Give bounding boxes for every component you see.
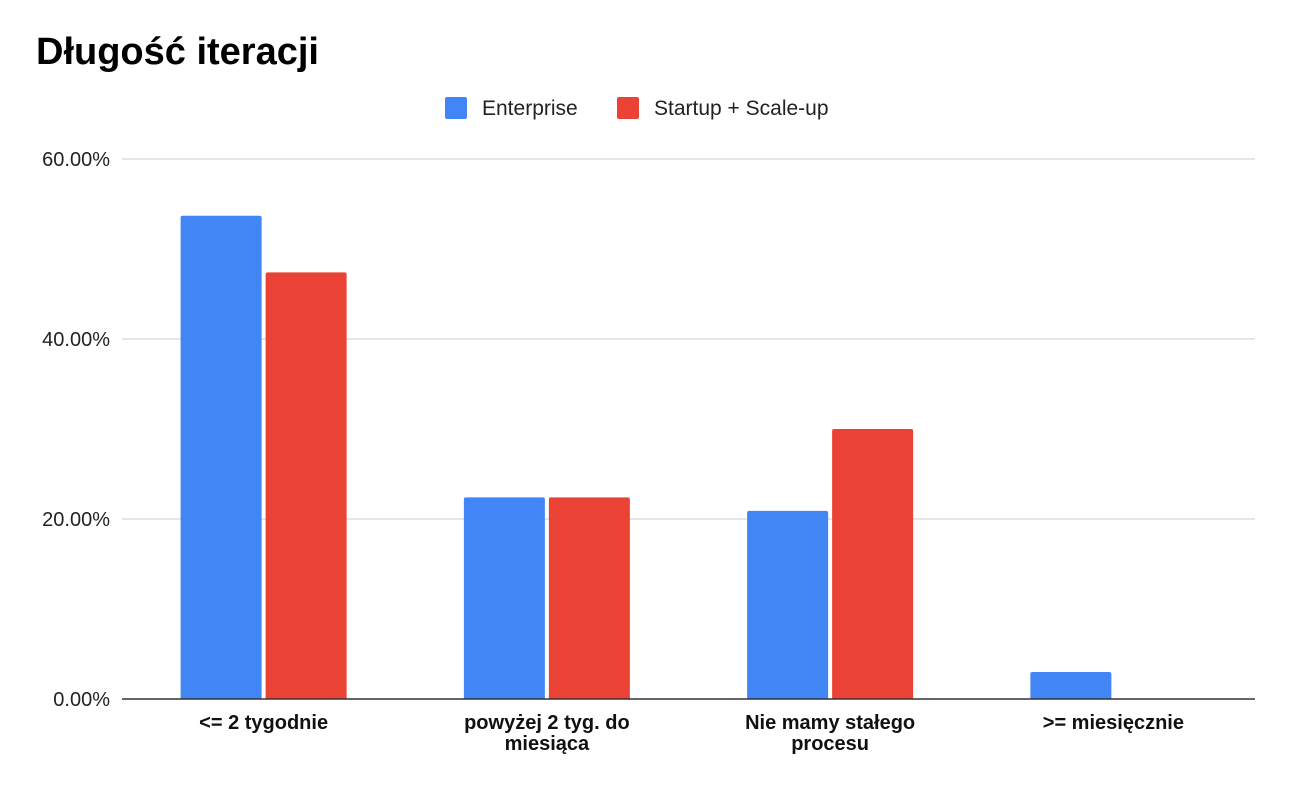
legend-label: Enterprise [482, 97, 578, 120]
x-axis-ticks: <= 2 tygodnie powyżej 2 tyg. do miesiąca Ni… [199, 712, 1184, 755]
bars [180, 215, 1112, 699]
bar-enterprise-1 [463, 497, 545, 699]
bar-startup-scale-up-2 [832, 429, 914, 699]
x-tick-label: <= 2 tygodnie [199, 712, 328, 734]
bar-startup-scale-up-0 [265, 272, 347, 699]
bar-enterprise-0 [180, 215, 262, 699]
legend-swatch [617, 97, 639, 119]
bar-enterprise-3 [1030, 672, 1112, 699]
y-tick-label: 0.00% [53, 689, 110, 711]
x-tick-label-line: procesu [791, 733, 869, 755]
y-tick-label: 20.00% [42, 509, 110, 531]
x-tick-label-line: Nie mamy stałego [745, 712, 915, 734]
x-tick-label: powyżej 2 tyg. do miesiąca [464, 712, 630, 755]
x-tick-label-line: powyżej 2 tyg. do [464, 712, 630, 734]
bar-startup-scale-up-1 [548, 497, 630, 699]
x-tick-label-line: <= 2 tygodnie [199, 712, 328, 734]
x-tick-label: Nie mamy stałego procesu [745, 712, 915, 755]
legend-swatch [445, 97, 467, 119]
legend: Enterprise Startup + Scale-up [445, 97, 829, 120]
x-tick-label-line: miesiąca [505, 733, 590, 755]
x-tick-label-line: >= miesięcznie [1043, 712, 1184, 734]
y-axis-ticks: 0.00% 20.00% 40.00% 60.00% [42, 149, 110, 711]
bar-enterprise-2 [747, 510, 829, 699]
y-tick-label: 40.00% [42, 329, 110, 351]
y-tick-label: 60.00% [42, 149, 110, 171]
x-tick-label: >= miesięcznie [1043, 712, 1184, 734]
legend-label: Startup + Scale-up [654, 97, 829, 120]
chart-title: Długość iteracji [36, 31, 319, 73]
